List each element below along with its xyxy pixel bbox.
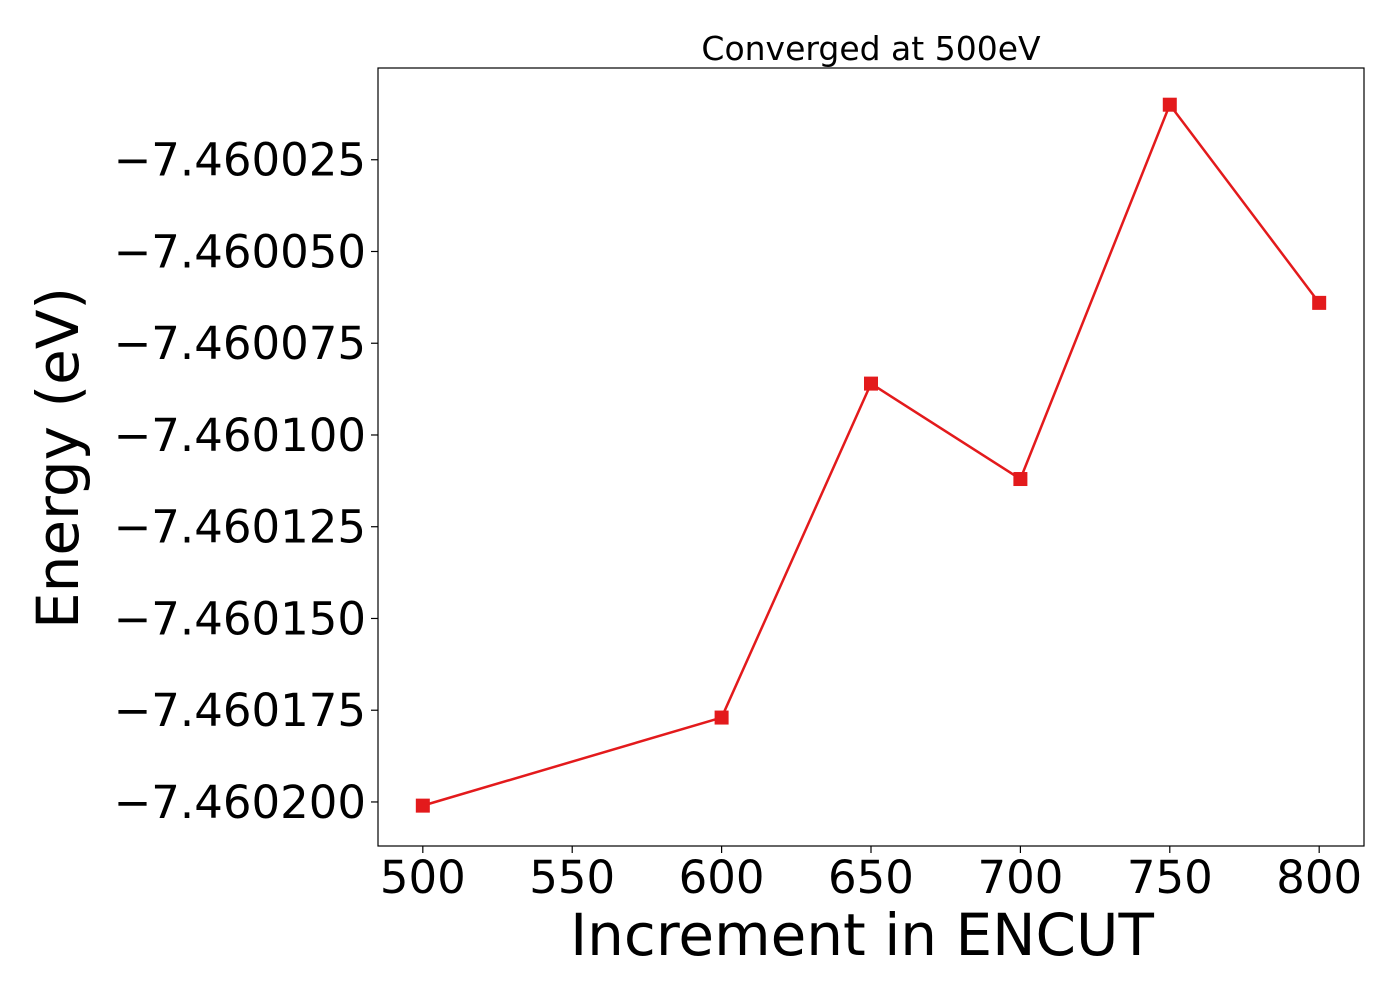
series-line — [422, 103, 1321, 807]
data-point-marker — [1013, 472, 1028, 487]
y-tick-label: −7.460075 — [114, 317, 366, 370]
x-tick-label: 750 — [1127, 851, 1213, 904]
x-tick-label: 700 — [977, 851, 1063, 904]
x-tick-label: 600 — [679, 851, 765, 904]
series-layer — [415, 97, 1327, 813]
x-tick-label: 650 — [828, 851, 914, 904]
data-point-marker — [1162, 97, 1177, 112]
x-axis-label: Increment in ENCUT — [570, 901, 1154, 969]
data-point-marker — [714, 710, 729, 725]
y-tick-label: −7.460100 — [114, 409, 366, 462]
data-point-marker — [1312, 295, 1327, 310]
data-point-marker — [864, 376, 878, 391]
y-tick-label: −7.460125 — [114, 501, 366, 554]
x-tick-label: 500 — [380, 851, 466, 904]
plot-area-frame — [377, 67, 1365, 847]
chart-title: Converged at 500eV — [701, 29, 1041, 68]
x-tick-label: 800 — [1276, 851, 1362, 904]
y-axis-ticks: −7.460025 −7.460050 −7.460075 −7.460100 −7.4… — [114, 134, 378, 829]
x-tick-label: 550 — [529, 851, 615, 904]
y-tick-label: −7.460150 — [114, 592, 366, 645]
data-point-marker — [415, 798, 430, 813]
x-axis-ticks: 500 550 600 650 700 750 800 — [380, 846, 1362, 904]
y-tick-label: −7.460200 — [114, 776, 366, 829]
y-tick-label: −7.460050 — [114, 225, 366, 278]
y-tick-label: −7.460175 — [114, 684, 366, 737]
y-axis-label: Energy (eV) — [24, 287, 92, 629]
y-tick-label: −7.460025 — [114, 134, 366, 187]
